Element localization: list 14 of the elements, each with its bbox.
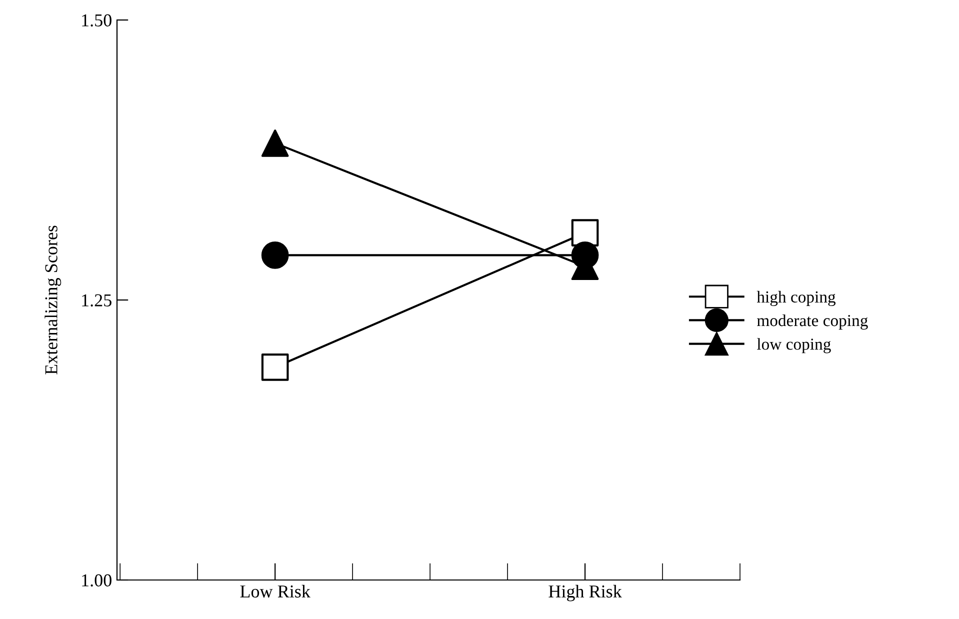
legend-label: high coping xyxy=(756,290,836,306)
point xyxy=(261,354,289,381)
legend-label: moderate coping xyxy=(757,314,868,330)
y-tick-label: 1.00 xyxy=(82,574,112,587)
y-axis-title: Externalizing Scores xyxy=(44,226,62,374)
x-tick-label: High Risk xyxy=(548,584,622,602)
legend-label: low coping xyxy=(757,338,831,354)
point xyxy=(261,242,289,269)
y-tick-label: 1.50 xyxy=(82,14,112,27)
point xyxy=(571,219,599,246)
y-tick-label: 1.25 xyxy=(82,294,112,307)
point xyxy=(261,130,289,157)
x-tick-label: Low Risk xyxy=(240,584,310,598)
point xyxy=(571,242,599,269)
